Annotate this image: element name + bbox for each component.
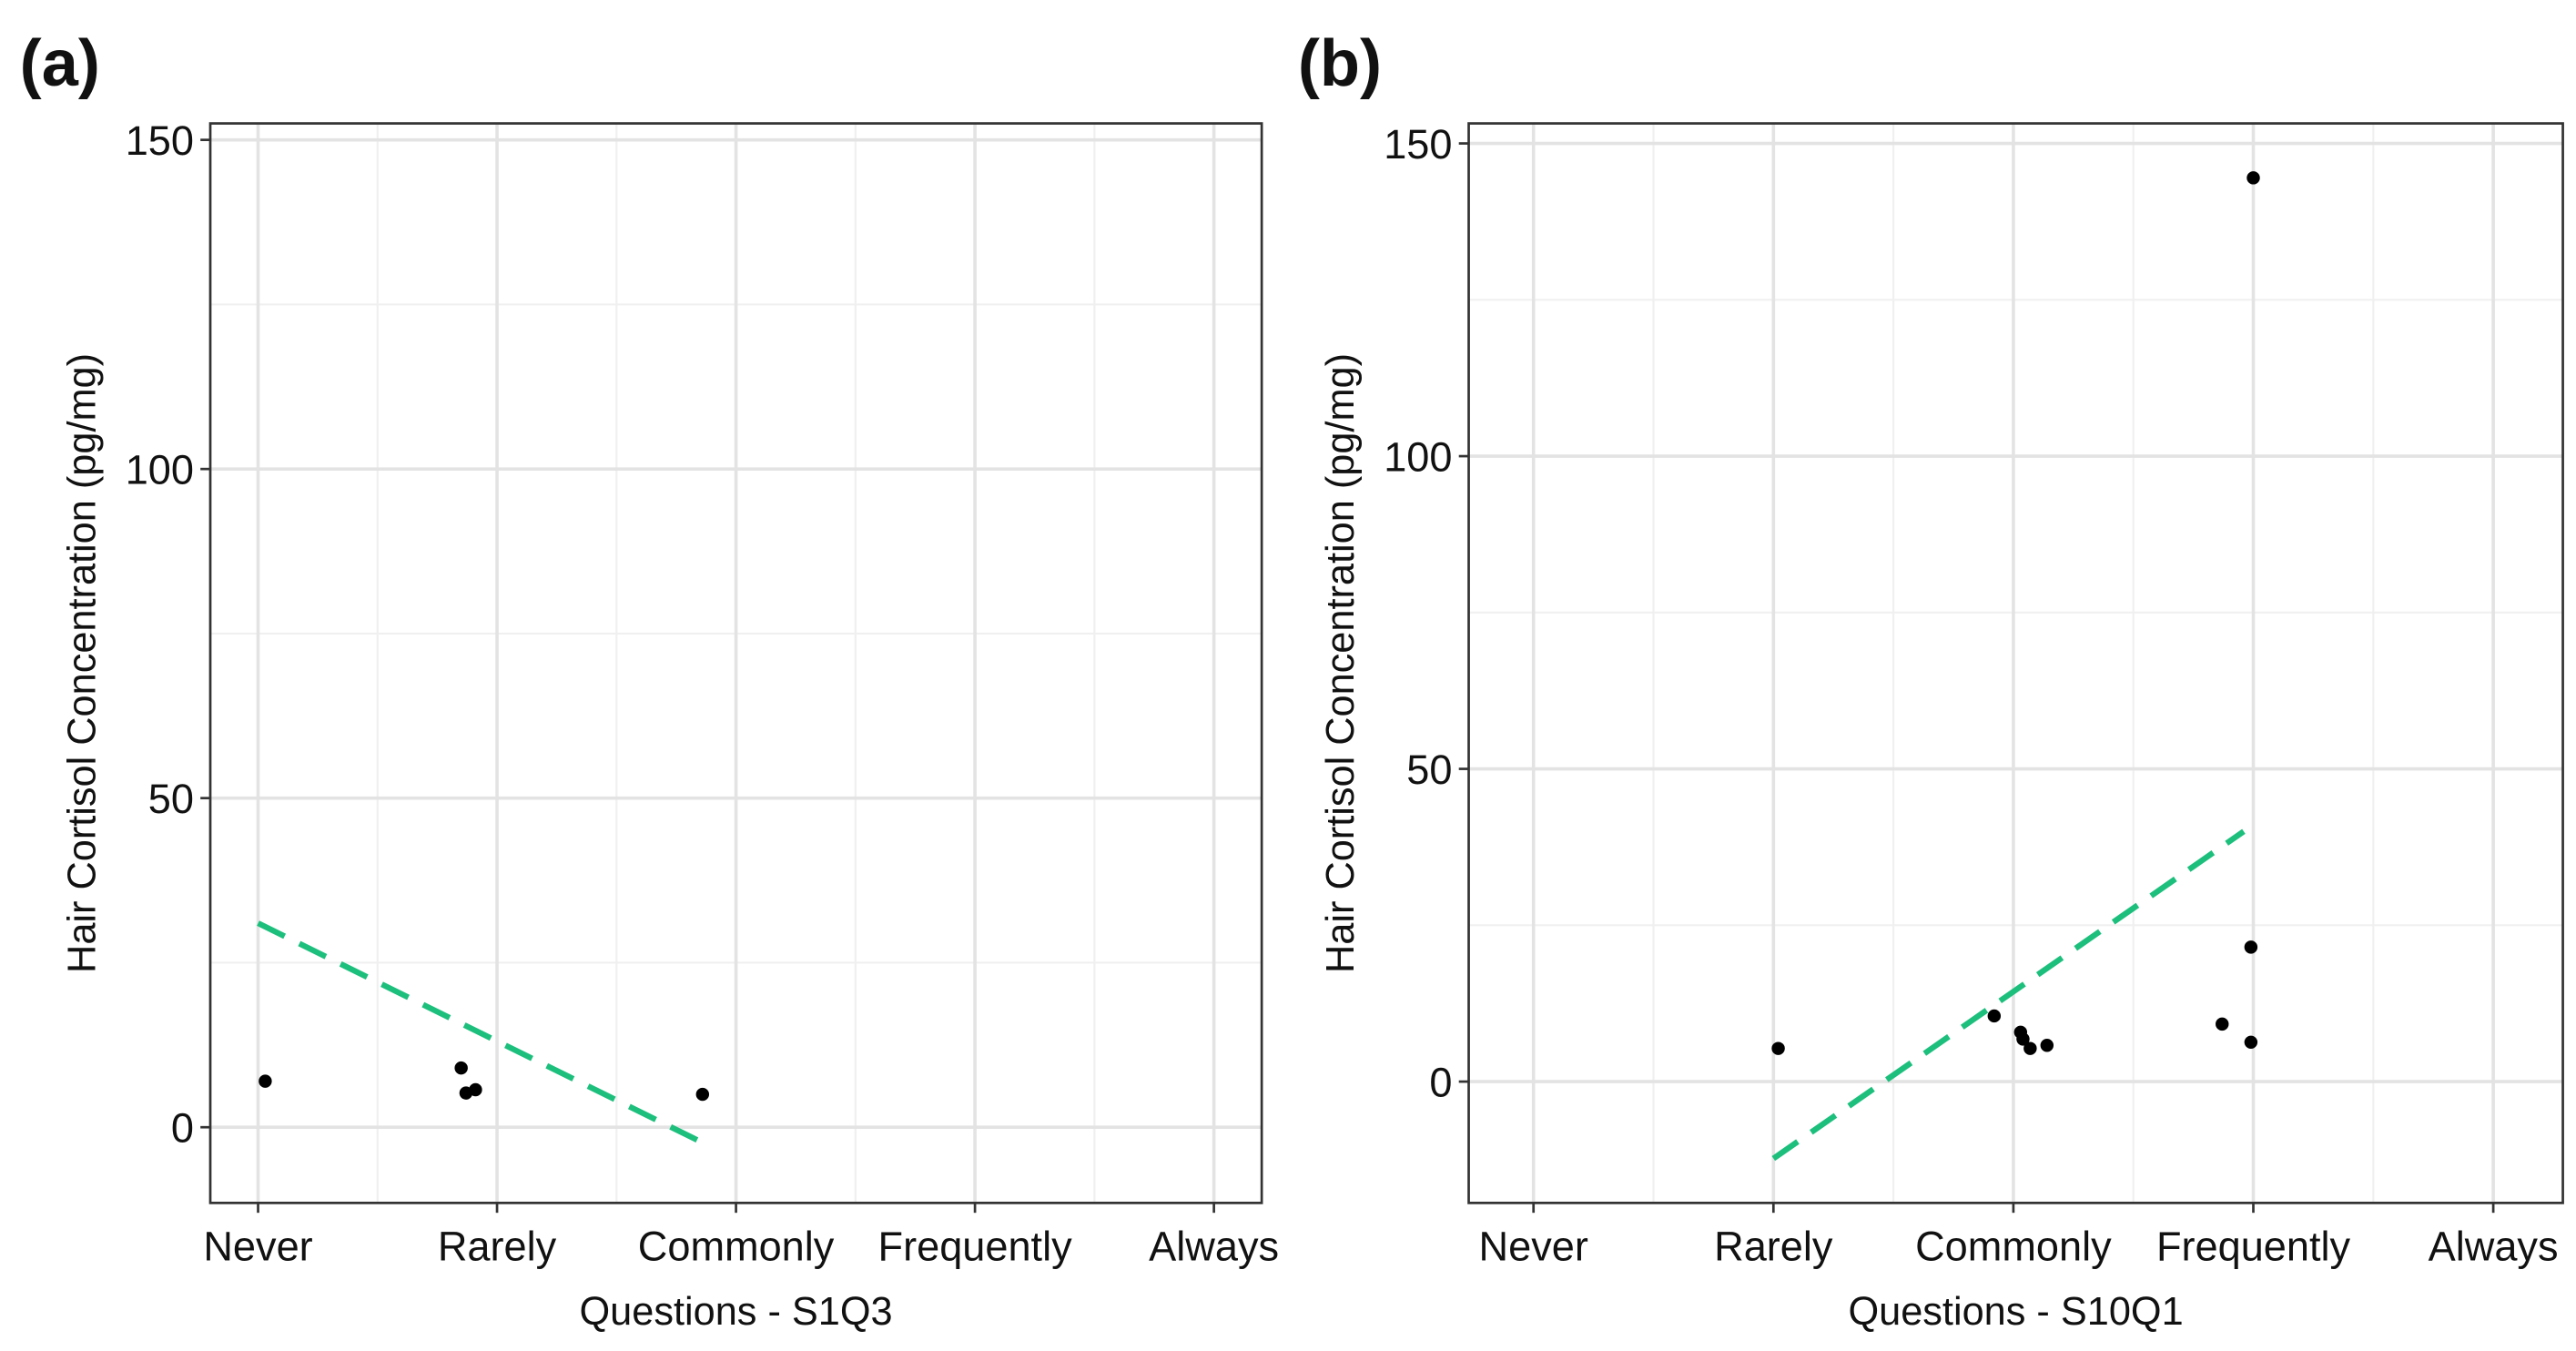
y-tick-label: 0	[1429, 1059, 1452, 1105]
data-point	[2216, 1017, 2229, 1031]
x-tick-label: Never	[203, 1224, 312, 1270]
data-point	[2023, 1041, 2037, 1055]
x-tick-label: Always	[1149, 1224, 1279, 1270]
x-tick-label: Rarely	[438, 1224, 557, 1270]
data-point	[1987, 1009, 2002, 1023]
x-axis-title: Questions - S10Q1	[1848, 1290, 2183, 1334]
x-tick-label: Commonly	[1915, 1224, 2112, 1270]
data-point	[2246, 171, 2260, 185]
data-point	[2244, 940, 2258, 954]
data-point	[259, 1074, 272, 1088]
y-tick-label: 150	[1384, 121, 1452, 168]
y-tick-label: 100	[126, 446, 194, 493]
y-tick-label: 50	[1406, 747, 1452, 793]
y-axis-title: Hair Cortisol Concentration (pg/mg)	[1319, 353, 1363, 973]
y-tick-label: 150	[126, 117, 194, 164]
plot-background	[1468, 123, 2563, 1204]
x-tick-label: Always	[2429, 1224, 2559, 1270]
plot-border	[1467, 122, 2564, 1204]
data-point	[2040, 1039, 2054, 1052]
data-point	[2016, 1032, 2030, 1046]
panel-label: (b)	[1298, 27, 1382, 100]
x-tick-label: Rarely	[1714, 1224, 1833, 1270]
x-tick-label: Commonly	[638, 1224, 835, 1270]
data-point	[695, 1087, 710, 1102]
x-axis-title: Questions - S1Q3	[580, 1290, 893, 1334]
x-tick-label: Frequently	[878, 1224, 1073, 1270]
x-tick-label: Never	[1479, 1224, 1588, 1270]
y-tick-label: 100	[1384, 433, 1452, 480]
trend-line	[1771, 828, 2246, 1162]
data-point	[1771, 1041, 1785, 1055]
data-point	[469, 1082, 482, 1097]
y-tick-label: 0	[171, 1104, 194, 1151]
x-tick-label: Frequently	[2156, 1224, 2351, 1270]
y-tick-label: 50	[148, 776, 194, 822]
data-point	[454, 1061, 468, 1075]
panel-label: (a)	[20, 27, 100, 100]
data-point	[2244, 1035, 2258, 1050]
trend-line	[257, 920, 709, 1148]
y-axis-title: Hair Cortisol Concentration (pg/mg)	[61, 353, 105, 973]
